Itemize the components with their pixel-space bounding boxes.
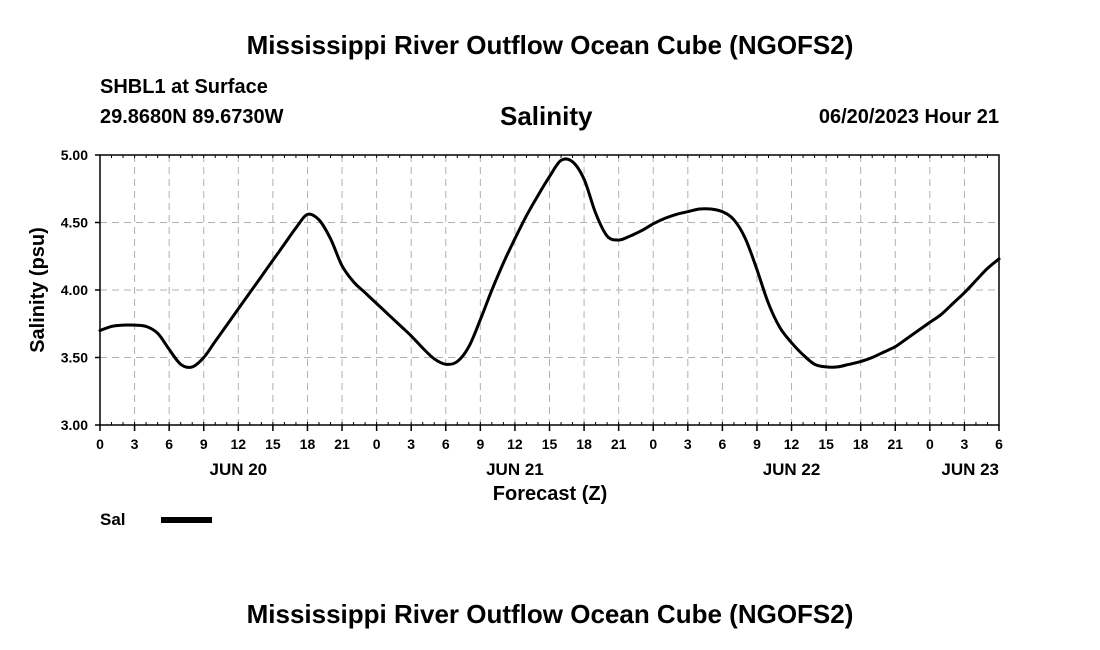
- day-label: JUN 21: [486, 460, 544, 479]
- x-tick-label: 0: [373, 436, 381, 452]
- station-label: SHBL1 at Surface: [100, 76, 268, 98]
- footer-title: Mississippi River Outflow Ocean Cube (NG…: [246, 599, 854, 629]
- main-title: Mississippi River Outflow Ocean Cube (NG…: [246, 30, 854, 60]
- x-tick-label: 12: [507, 436, 523, 452]
- x-axis-label: Forecast (Z): [493, 483, 607, 505]
- chart-title: Salinity: [500, 101, 593, 131]
- x-tick-label: 9: [476, 436, 484, 452]
- x-tick-label: 12: [784, 436, 800, 452]
- y-tick-label: 4.00: [61, 282, 88, 298]
- x-axis: 0 3 6 9 12 15 18 21 0 3 6 9 12 15 18 21 0 3 6 9 12 15 18 21 0 3 6: [96, 155, 1003, 452]
- x-tick-label: 9: [753, 436, 761, 452]
- x-tick-label: 15: [265, 436, 281, 452]
- x-tick-label: 21: [887, 436, 903, 452]
- x-tick-label: 21: [334, 436, 350, 452]
- x-tick-label: 18: [853, 436, 869, 452]
- day-label: JUN 22: [763, 460, 821, 479]
- x-tick-label: 0: [649, 436, 657, 452]
- day-labels: JUN 20 JUN 21 JUN 22 JUN 23: [209, 460, 999, 479]
- x-tick-label: 3: [684, 436, 692, 452]
- y-tick-label: 3.00: [61, 417, 88, 433]
- grid-lines: [100, 155, 999, 425]
- station-coordinates: 29.8680N 89.6730W: [100, 106, 284, 128]
- x-tick-label: 6: [718, 436, 726, 452]
- x-tick-label: 18: [300, 436, 316, 452]
- x-tick-label: 12: [231, 436, 247, 452]
- x-tick-label: 15: [542, 436, 558, 452]
- x-tick-label: 21: [611, 436, 627, 452]
- forecast-timestamp: 06/20/2023 Hour 21: [818, 106, 999, 128]
- x-tick-label: 3: [131, 436, 139, 452]
- y-tick-label: 4.50: [61, 215, 88, 231]
- legend: Sal: [100, 510, 212, 529]
- legend-label-sal: Sal: [100, 510, 126, 529]
- y-tick-label: 3.50: [61, 350, 88, 366]
- x-tick-label: 9: [200, 436, 208, 452]
- day-label: JUN 20: [209, 460, 267, 479]
- series-line-sal: [98, 157, 1001, 369]
- x-tick-label: 15: [818, 436, 834, 452]
- x-tick-label: 6: [995, 436, 1003, 452]
- y-tick-label: 5.00: [61, 147, 88, 163]
- y-axis-label: Salinity (psu): [27, 227, 49, 353]
- y-axis: 3.00 3.50 4.00 4.50 5.00: [61, 147, 100, 433]
- x-tick-label: 0: [96, 436, 104, 452]
- day-label: JUN 23: [941, 460, 999, 479]
- x-tick-label: 0: [926, 436, 934, 452]
- x-tick-label: 3: [407, 436, 415, 452]
- x-tick-label: 3: [961, 436, 969, 452]
- x-tick-label: 18: [576, 436, 592, 452]
- x-tick-label: 6: [442, 436, 450, 452]
- x-tick-label: 6: [165, 436, 173, 452]
